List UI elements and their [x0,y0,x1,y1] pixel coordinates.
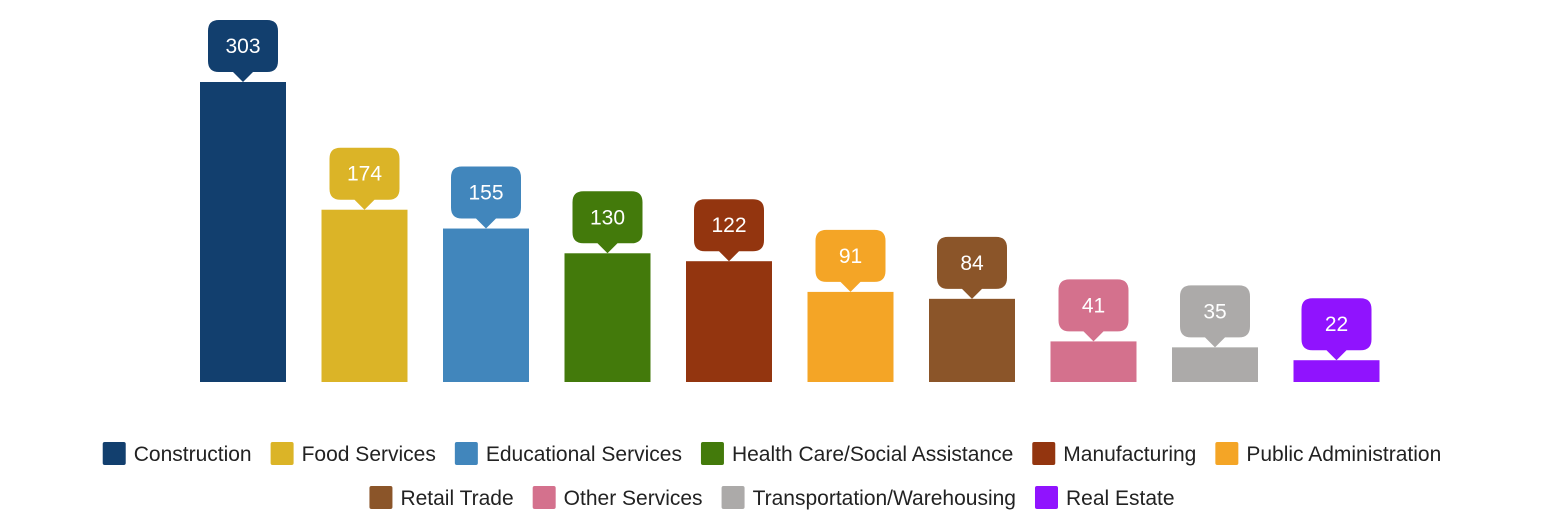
legend-item-other-services: Other Services [532,486,703,510]
data-labels-group: 303 174 155 130 122 91 84 41 35 22 [208,20,1372,361]
data-label-real-estate: 22 [1325,313,1348,336]
data-label-bubble-educational-services [451,166,521,229]
bars-group [200,82,1380,382]
legend-label-transportation-warehousing: Transportation/Warehousing [753,487,1016,510]
data-label-bubble-public-administration [815,229,886,292]
data-label-educational-services: 155 [468,182,503,205]
legend-label-retail-trade: Retail Trade [400,487,513,510]
legend-swatch-transportation-warehousing [721,486,745,509]
data-label-bubble-health-care-social-assistance [572,191,643,254]
data-label-bubble-manufacturing [694,199,764,262]
legend-swatch-construction [102,442,126,465]
bar-public-administration [807,291,894,382]
legend-item-construction: Construction [102,442,252,466]
bar-other-services [1050,341,1137,382]
bar-construction [200,82,286,382]
legend-item-manufacturing: Manufacturing [1032,442,1196,466]
legend-label-other-services: Other Services [564,487,703,510]
legend-swatch-educational-services [454,442,478,465]
bar-manufacturing [686,261,772,382]
data-label-retail-trade: 84 [960,252,984,275]
bar-health-care-social-assistance [564,253,651,382]
legend-item-food-services: Food Services [270,442,436,466]
data-label-food-services: 174 [347,163,382,186]
legend-swatch-health-care-social-assistance [700,442,724,465]
data-label-bubble-food-services [329,147,400,210]
legend-label-health-care-social-assistance: Health Care/Social Assistance [732,443,1013,466]
legend-item-transportation-warehousing: Transportation/Warehousing [721,486,1016,510]
data-label-bubble-transportation-warehousing [1180,285,1250,348]
bar-retail-trade [929,298,1015,382]
bar-food-services [321,209,408,382]
data-label-other-services: 41 [1082,294,1105,317]
data-label-bubble-real-estate [1301,298,1372,361]
legend-item-public-administration: Public Administration [1215,442,1441,466]
bar-real-estate [1293,360,1380,382]
legend-label-real-estate: Real Estate [1066,487,1175,510]
data-label-health-care-social-assistance: 130 [590,206,625,229]
data-label-bubble-retail-trade [937,236,1007,299]
legend-item-health-care-social-assistance: Health Care/Social Assistance [700,442,1013,466]
bar-transportation-warehousing [1172,347,1258,382]
legend-swatch-other-services [532,486,556,509]
legend-label-manufacturing: Manufacturing [1063,443,1196,466]
legend-label-food-services: Food Services [302,443,436,466]
legend-swatch-retail-trade [369,486,393,509]
data-label-public-administration: 91 [839,245,862,268]
data-label-construction: 303 [225,35,260,58]
data-label-bubble-other-services [1058,279,1129,342]
legend: Construction Food Services Educational Ser… [102,442,1441,510]
legend-label-construction: Construction [134,443,252,466]
legend-item-educational-services: Educational Services [454,442,682,466]
legend-item-real-estate: Real Estate [1034,486,1175,510]
legend-item-retail-trade: Retail Trade [369,486,514,510]
legend-swatch-manufacturing [1032,442,1056,465]
legend-label-public-administration: Public Administration [1246,443,1441,466]
legend-swatch-public-administration [1215,442,1239,465]
data-label-transportation-warehousing: 35 [1203,300,1226,323]
legend-swatch-real-estate [1034,486,1058,509]
legend-swatch-food-services [270,442,294,465]
legend-label-educational-services: Educational Services [486,443,682,466]
data-label-bubble-construction [208,20,278,82]
bar-educational-services [443,228,529,382]
data-label-manufacturing: 122 [711,214,746,237]
